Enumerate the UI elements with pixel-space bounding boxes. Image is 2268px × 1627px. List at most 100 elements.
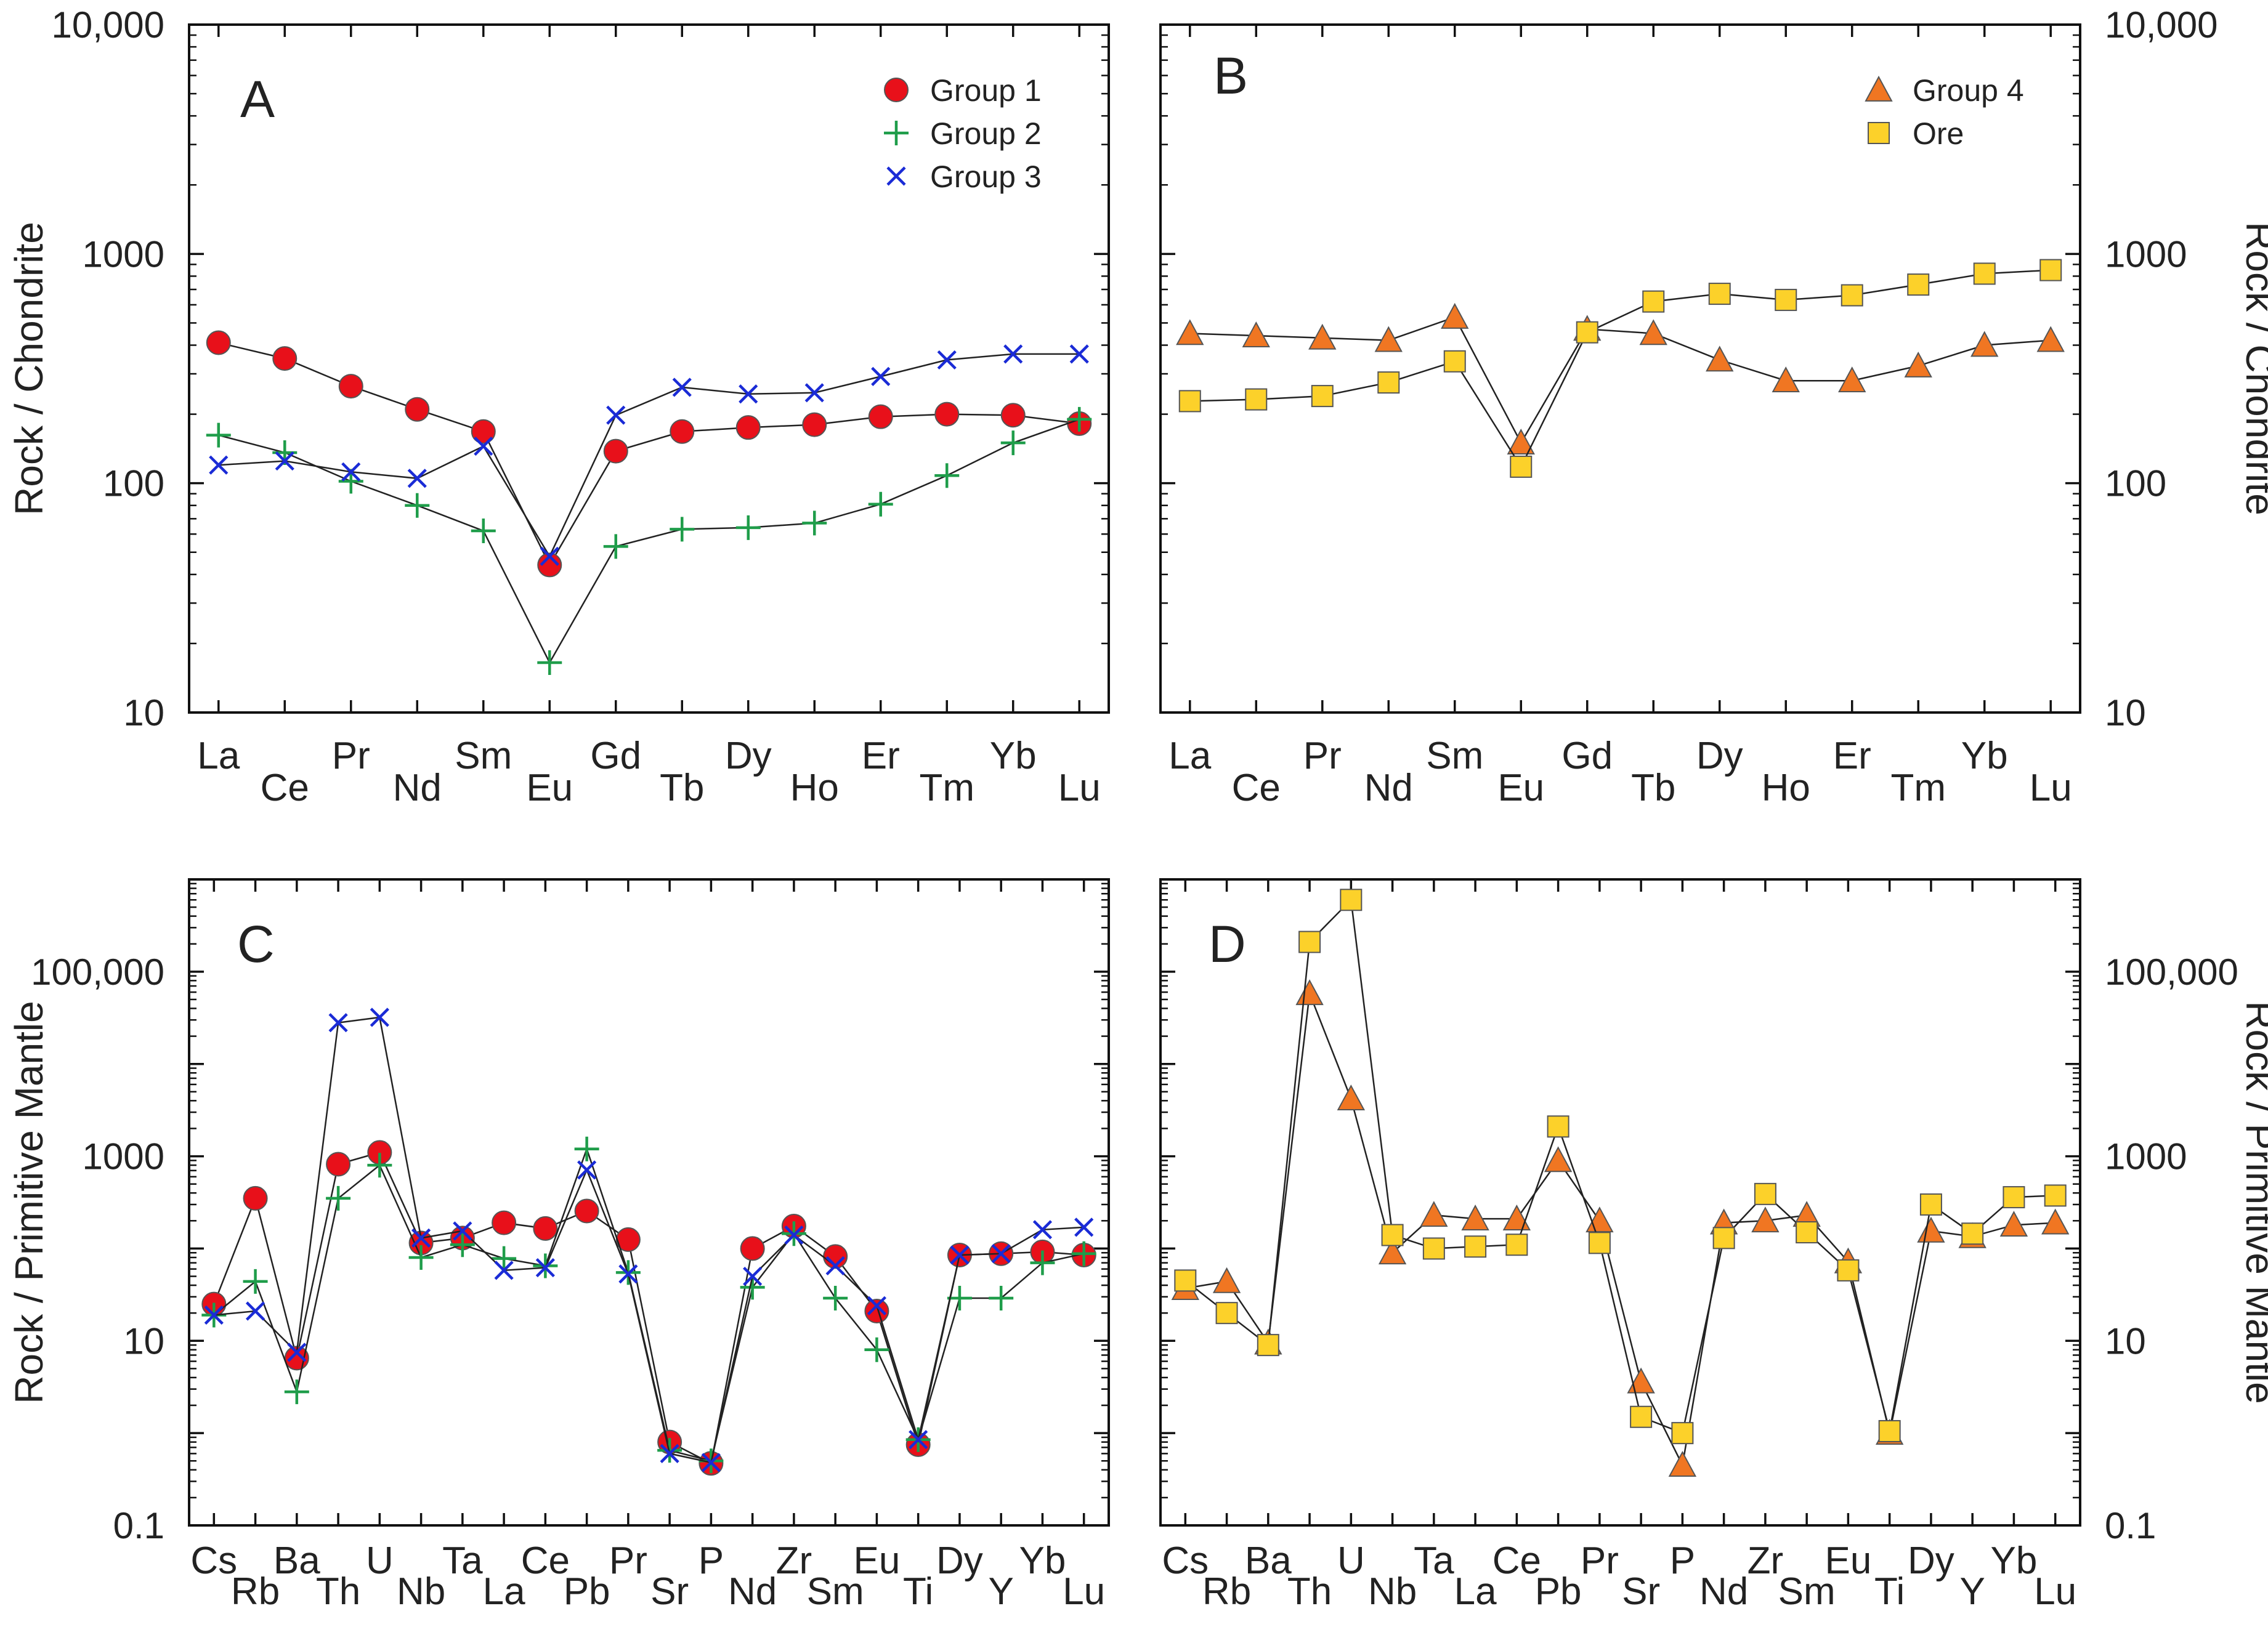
series-ore	[1174, 889, 2067, 1445]
x-tick-label: Nd	[1699, 1570, 1748, 1613]
point-p1-11	[934, 402, 960, 427]
x-tick-label: Eu	[853, 1540, 900, 1582]
point-p2-legend-1	[1868, 122, 1890, 144]
point-p3-7	[494, 1261, 514, 1280]
x-tick-label: U	[1337, 1540, 1365, 1582]
point-p2-7	[1639, 319, 1667, 345]
point-p3-15	[823, 1285, 848, 1310]
series-line	[1185, 993, 2055, 1468]
point-p4-8	[1502, 1205, 1531, 1230]
legend-label: Group 2	[930, 116, 1042, 151]
point-p4-1	[1215, 1302, 1238, 1325]
point-p4-4	[1340, 889, 1363, 911]
point-p1-11	[934, 463, 960, 488]
point-p1-6	[603, 534, 628, 559]
x-tick-label: Rb	[231, 1570, 280, 1613]
point-p1-legend-0	[884, 78, 909, 102]
x-tick-label: Cs	[190, 1540, 237, 1582]
x-tick-label: Ce	[261, 767, 309, 809]
point-p4-17	[1878, 1419, 1901, 1442]
point-p1-5	[537, 650, 562, 676]
series-line	[218, 353, 1080, 559]
x-tick-label: P	[699, 1540, 724, 1582]
point-p1-5	[537, 552, 562, 578]
point-p3-12	[701, 1453, 721, 1472]
y-tick-label: 10,000	[2105, 4, 2218, 46]
point-p3-2	[284, 1379, 309, 1405]
x-tick-label: Pb	[564, 1570, 610, 1613]
point-p1-13	[1069, 344, 1089, 364]
x-axis: La Ce Pr Nd Sm Eu Gd Tb Dy Ho Er Tm Yb Lu	[197, 25, 1101, 809]
legend-label: Group 3	[930, 159, 1042, 194]
series-group-2	[206, 406, 1092, 676]
x-tick-label: Dy	[1908, 1540, 1954, 1582]
x-tick-label: Th	[316, 1570, 360, 1613]
point-p4-4	[1337, 1084, 1366, 1111]
x-tick-label: Zr	[1748, 1540, 1784, 1582]
series-group-3	[209, 344, 1089, 566]
point-p3-9	[577, 1160, 597, 1180]
point-p3-21	[1071, 1241, 1096, 1266]
y-axis-title: Rock / Primitive Mantle	[7, 1001, 51, 1403]
point-p4-5	[1381, 1224, 1404, 1246]
point-p3-9	[574, 1136, 599, 1161]
series-line	[213, 1146, 1084, 1462]
point-p1-12	[1000, 430, 1026, 456]
panel-c: 0.1 10 1000 100,000 CsRbBaThUNbTaLaCePbPrSrP…	[7, 878, 1110, 1613]
point-p2-1	[1242, 321, 1270, 347]
x-tick-label: Dy	[1696, 735, 1743, 777]
point-p1-6	[603, 438, 628, 464]
y-tick-label: 10	[123, 692, 164, 733]
point-p1-3	[407, 469, 427, 488]
x-tick-label: Yb	[1019, 1540, 1066, 1582]
x-tick-label: Ba	[1245, 1540, 1292, 1582]
point-p2-9	[1775, 289, 1797, 312]
point-p1-8	[735, 415, 761, 440]
point-p3-16	[864, 1298, 889, 1323]
point-p4-14	[1751, 1206, 1780, 1233]
point-p1-2	[341, 462, 361, 482]
x-tick-label: Gd	[590, 735, 641, 777]
x-tick-label: Ce	[1492, 1540, 1541, 1582]
point-p1-6	[606, 405, 626, 425]
point-p3-17	[909, 1430, 928, 1450]
x-tick-label: La	[197, 735, 240, 777]
panel-label: B	[1213, 47, 1248, 105]
point-p3-5	[411, 1228, 431, 1248]
y-tick-label: 1000	[2105, 1136, 2187, 1177]
x-tick-label: Lu	[1063, 1570, 1105, 1613]
point-p2-0	[1178, 390, 1201, 413]
point-p1-4	[471, 419, 496, 444]
x-axis: CsRbBaThUNbTaLaCePbPrSrPNdZrSmEuTiDyYYbL…	[1162, 879, 2076, 1613]
point-p4-5	[1378, 1238, 1407, 1265]
x-tick-label: Ce	[1232, 767, 1281, 809]
x-axis: CsRbBaThUNbTaLaCePbPrSrPNdZrSmEuTiDyYYbL…	[190, 879, 1105, 1613]
plot-frame	[1159, 878, 2081, 1527]
x-tick-label: La	[1454, 1570, 1497, 1613]
x-tick-label: Yb	[1991, 1540, 2038, 1582]
x-tick-label: Tb	[660, 767, 704, 809]
y-tick-label: 1000	[83, 1136, 164, 1177]
point-p1-9	[802, 511, 827, 536]
point-p1-10	[868, 404, 893, 429]
series-group-1	[206, 330, 1092, 578]
point-p3-18	[947, 1285, 972, 1310]
point-p1-1	[275, 451, 294, 471]
y-tick-label: 10,000	[51, 4, 164, 46]
point-p4-10	[1586, 1206, 1614, 1233]
point-p2-12	[1970, 331, 1999, 357]
point-p1-legend-1	[884, 121, 909, 145]
x-tick-label: Pr	[609, 1540, 647, 1582]
point-p2-5	[1507, 428, 1535, 454]
point-p3-16	[867, 1296, 887, 1315]
x-tick-label: Sm	[1426, 735, 1483, 777]
x-axis: La Ce Pr Nd Sm Eu Gd Tb Dy Ho Er Tm Yb Lu	[1168, 25, 2072, 809]
point-p1-legend-2	[886, 166, 906, 186]
plot-frame	[188, 23, 1110, 714]
series-line	[1185, 898, 2055, 1434]
point-p2-11	[1904, 351, 1932, 377]
point-p4-7	[1464, 1235, 1487, 1258]
y-tick-label: 100,000	[31, 951, 164, 993]
point-p1-2	[338, 374, 363, 399]
point-p3-2	[287, 1342, 307, 1362]
